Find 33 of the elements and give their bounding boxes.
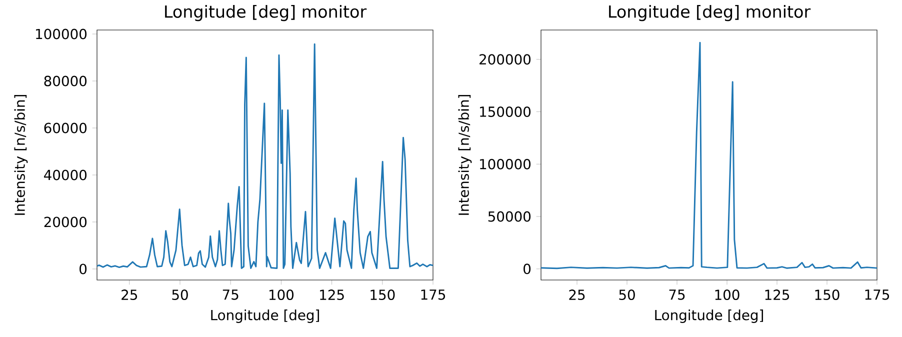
- x-tick-label: 25: [122, 290, 137, 300]
- x-tick-label: 50: [619, 290, 635, 300]
- y-tick-label: 100000: [36, 28, 87, 40]
- x-axis-title: Longitude [deg]: [211, 310, 319, 323]
- x-tick-label: 125: [765, 290, 790, 300]
- y-tick-label: 100000: [480, 158, 531, 170]
- x-tick-label: 75: [222, 290, 238, 300]
- y-axis-title: Intensity [n/s/bin]: [458, 94, 472, 215]
- y-tick-label: 60000: [44, 122, 87, 134]
- y-tick-label: 200000: [480, 54, 531, 65]
- y-tick-label: 80000: [44, 76, 87, 86]
- y-axis-title: Intensity [n/s/bin]: [14, 94, 28, 215]
- x-tick-label: 125: [320, 290, 344, 300]
- x-tick-label: 25: [569, 290, 585, 300]
- line-series: [541, 42, 878, 270]
- x-tick-label: 150: [370, 290, 395, 300]
- y-tick-label: 150000: [480, 106, 531, 117]
- x-tick-label: 175: [421, 290, 446, 300]
- x-tick-label: 100: [269, 290, 294, 300]
- y-tick-label: 50000: [488, 211, 531, 222]
- chart-title: Longitude [deg] monitor: [165, 4, 367, 22]
- x-tick-label: 75: [669, 290, 685, 300]
- y-tick-label: 20000: [44, 216, 87, 228]
- chart-title: Longitude [deg] monitor: [609, 4, 811, 22]
- y-tick-label: 40000: [44, 170, 87, 180]
- y-tick-label: 0: [524, 264, 531, 274]
- x-axis-title: Longitude [deg]: [655, 310, 763, 323]
- y-tick-label: 0: [80, 264, 87, 274]
- x-tick-label: 175: [865, 290, 890, 300]
- line-series: [97, 43, 434, 269]
- x-tick-label: 100: [715, 290, 740, 300]
- x-tick-label: 50: [172, 290, 188, 300]
- x-tick-label: 150: [815, 290, 840, 300]
